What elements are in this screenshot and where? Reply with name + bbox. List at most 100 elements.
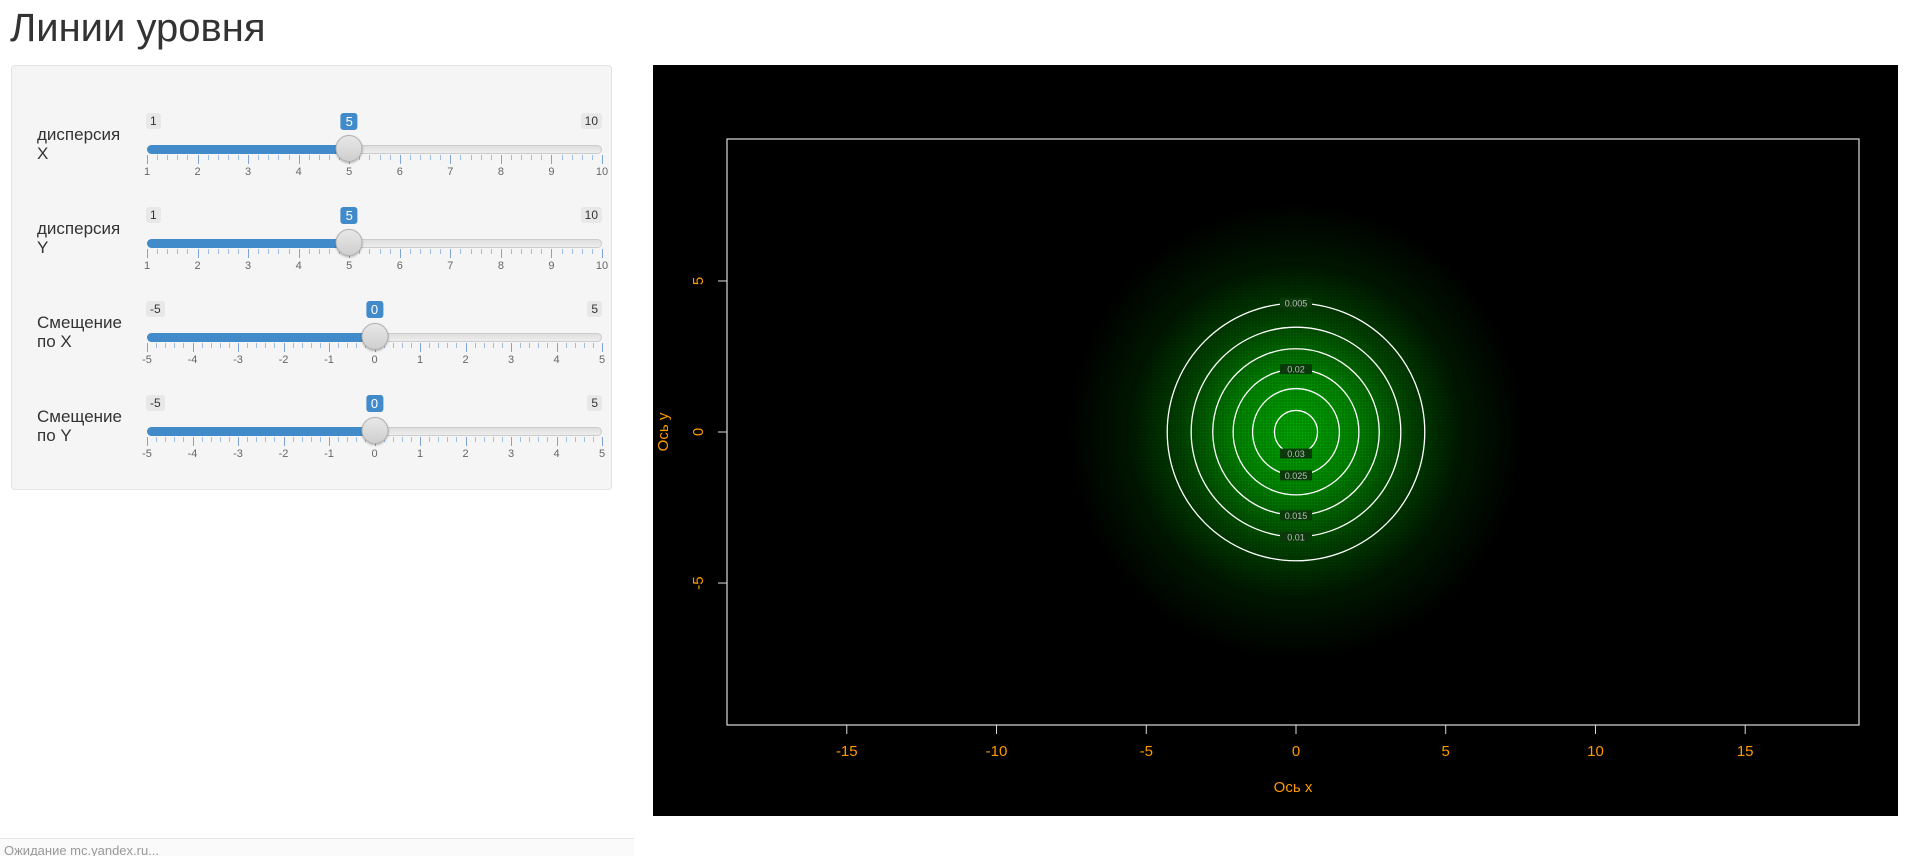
slider-var-y: дисперсия Y 1 10 5 1 2 3 4 5 6 7 8 9 10	[12, 183, 611, 273]
slider-minor-tick	[501, 437, 503, 442]
slider-minor-tick	[574, 343, 576, 348]
slider-minor-tick	[565, 437, 567, 442]
slider-major-tick	[238, 437, 239, 446]
slider-minor-tick	[492, 343, 494, 348]
slider-minor-tick	[483, 343, 485, 348]
y-axis-title: Ось y	[655, 412, 672, 451]
slider-handle[interactable]	[335, 229, 363, 256]
slider-minor-tick	[329, 155, 330, 160]
slider-minor-tick	[379, 249, 381, 254]
slider-minor-tick	[227, 249, 229, 254]
contour-label-bg	[1279, 448, 1312, 459]
slider-minor-tick	[201, 343, 203, 348]
slider-shift-x: Смещение по X -5 5 0 -5 -4 -3 -2 -1 0 1 2 3 4 5	[12, 277, 611, 367]
slider-minor-tick	[310, 343, 312, 348]
slider-min-label: -5	[146, 395, 165, 411]
slider-minor-tick	[492, 437, 494, 442]
slider-major-tick	[192, 437, 194, 446]
slider-minor-tick	[157, 249, 159, 254]
slider-minor-tick	[456, 343, 458, 348]
slider-track-area[interactable]: 1 10 5 1 2 3 4 5 6 7 8 9 10	[134, 89, 608, 179]
slider-tick-label: 4	[553, 354, 560, 366]
slider-tick-label: 7	[447, 260, 454, 272]
contour-label: 0.03	[1287, 449, 1305, 459]
slider-track-area[interactable]: 1 10 5 1 2 3 4 5 6 7 8 9 10	[134, 183, 608, 273]
slider-minor-tick	[547, 437, 549, 442]
slider-minor-tick	[420, 249, 421, 254]
slider-minor-tick	[301, 437, 303, 442]
slider-minor-tick	[447, 343, 449, 348]
slider-minor-tick	[319, 437, 321, 442]
slider-fill-bar	[147, 427, 375, 436]
slider-track-area[interactable]: -5 5 0 -5 -4 -3 -2 -1 0 1 2 3 4 5	[134, 371, 605, 461]
browser-status-bar: Ожидание mc.yandex.ru...	[0, 838, 634, 856]
slider-minor-tick	[592, 343, 594, 348]
slider-minor-tick	[177, 155, 179, 160]
slider-minor-tick	[538, 343, 540, 348]
slider-minor-tick	[447, 437, 449, 442]
slider-fill-bar	[147, 239, 350, 248]
contour-label-bg	[1279, 531, 1312, 542]
slider-tick-label: 9	[548, 166, 555, 178]
slider-minor-tick	[207, 155, 209, 160]
slider-label-line: по Y	[37, 426, 72, 445]
slider-handle[interactable]	[361, 323, 388, 350]
slider-minor-tick	[210, 343, 212, 348]
slider-minor-tick	[369, 155, 371, 160]
slider-minor-tick	[410, 343, 412, 348]
slider-handle[interactable]	[335, 135, 363, 162]
slider-minor-tick	[210, 437, 212, 442]
slider-minor-tick	[268, 249, 270, 254]
slider-handle[interactable]	[361, 417, 388, 444]
slider-major-tick	[556, 343, 558, 352]
contour-label: 0.02	[1287, 365, 1305, 375]
slider-minor-tick	[401, 343, 403, 348]
slider-tick-label: -2	[278, 448, 289, 460]
slider-minor-tick	[480, 249, 482, 254]
slider-tick-label: 6	[396, 260, 403, 272]
slider-major-tick	[197, 155, 199, 164]
slider-minor-tick	[531, 155, 533, 160]
page-title: Линии уровня	[10, 6, 266, 50]
slider-tick-label: 2	[194, 260, 201, 272]
slider-minor-tick	[157, 155, 159, 160]
slider-minor-tick	[356, 343, 358, 348]
slider-minor-tick	[174, 343, 176, 348]
slider-tick-label: -3	[233, 354, 243, 366]
slider-minor-tick	[409, 155, 411, 160]
slider-minor-tick	[561, 249, 563, 254]
slider-minor-tick	[156, 343, 158, 348]
slider-tick-label: -1	[324, 448, 334, 460]
slider-minor-tick	[583, 437, 585, 442]
slider-label-shift-x: Смещение по X	[37, 313, 142, 351]
slider-tick-label: 0	[371, 354, 378, 366]
slider-major-tick	[450, 155, 452, 164]
slider-minor-tick	[156, 437, 158, 442]
slider-minor-tick	[292, 343, 294, 348]
slider-minor-tick	[183, 437, 185, 442]
slider-minor-tick	[389, 155, 391, 160]
slider-minor-tick	[359, 155, 361, 160]
slider-minor-tick	[256, 437, 258, 442]
slider-label-line: по X	[37, 332, 72, 351]
slider-minor-tick	[529, 437, 531, 442]
slider-minor-tick	[369, 249, 371, 254]
contour-label: 0.01	[1287, 532, 1305, 542]
slider-minor-tick	[571, 155, 573, 160]
slider-major-tick	[500, 249, 502, 258]
slider-minor-tick	[174, 437, 176, 442]
slider-major-tick	[238, 343, 239, 352]
slider-tick-label: 1	[416, 354, 424, 366]
slider-minor-tick	[256, 343, 258, 348]
slider-minor-tick	[490, 249, 492, 254]
slider-label-var-y: дисперсия Y	[37, 219, 142, 257]
slider-minor-tick	[201, 437, 203, 442]
slider-tick-label: -5	[142, 354, 152, 366]
slider-major-tick	[147, 249, 148, 258]
slider-track-area[interactable]: -5 5 0 -5 -4 -3 -2 -1 0 1 2 3 4 5	[134, 277, 605, 367]
slider-minor-tick	[207, 249, 209, 254]
slider-major-tick	[500, 155, 502, 164]
slider-minor-tick	[521, 155, 523, 160]
slider-minor-tick	[501, 343, 503, 348]
slider-shift-y: Смещение по Y -5 5 0 -5 -4 -3 -2 -1 0 1 2 3 4 5	[12, 371, 611, 461]
